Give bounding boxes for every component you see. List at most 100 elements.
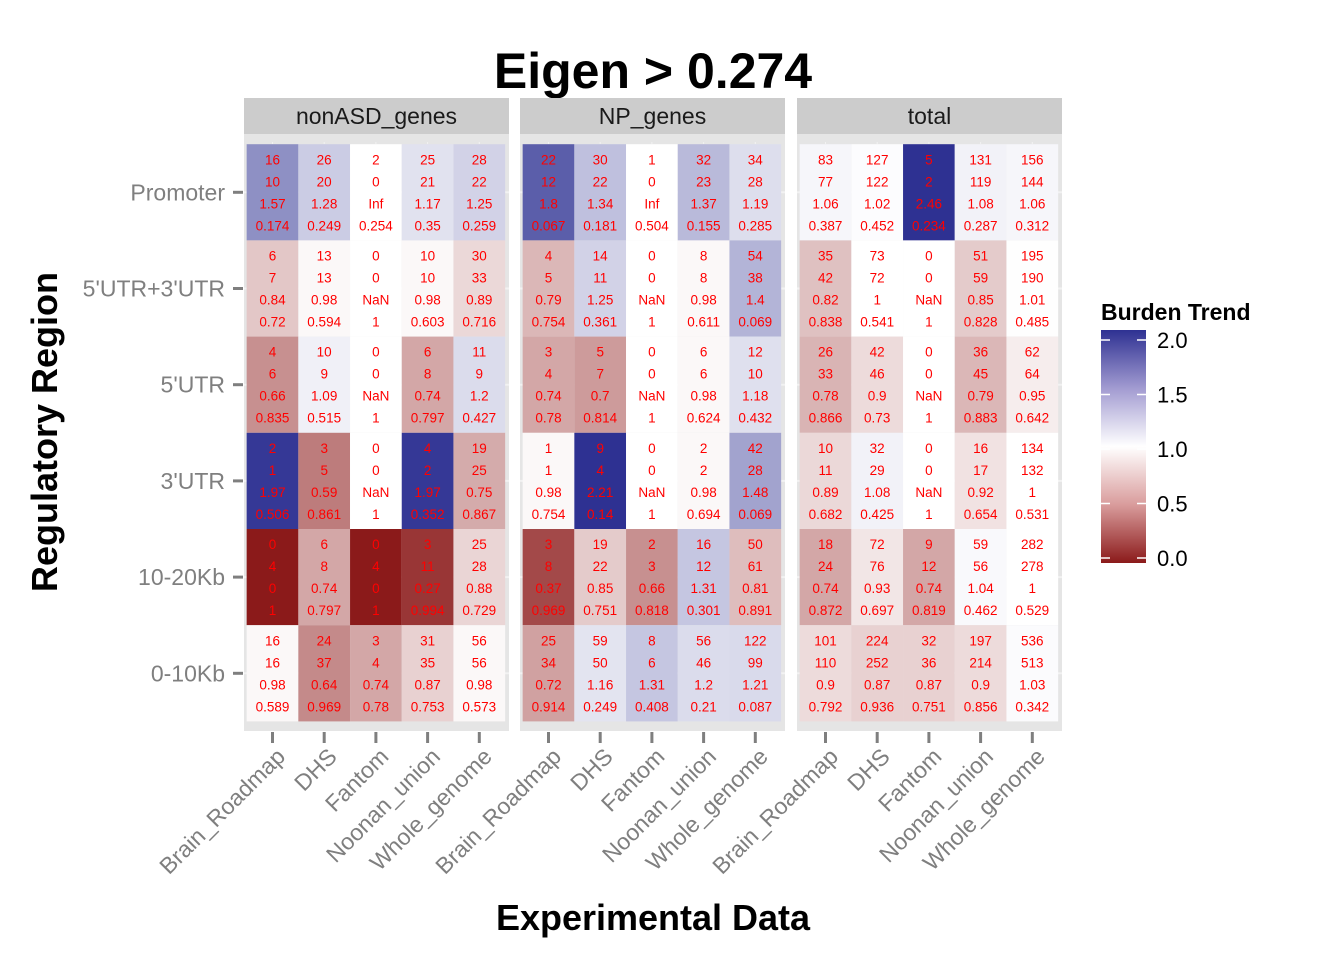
cell-label: 156 [1021,152,1044,167]
cell-label: 0.98 [535,485,561,500]
cell-label: 8 [320,559,328,574]
y-tick-label: 10-20Kb [138,564,225,590]
cell-label: 42 [870,345,885,360]
cell-label: 50 [593,655,608,670]
cell-label: 1.02 [864,196,890,211]
cell-label: 3 [320,441,328,456]
cell-label: 1.31 [690,581,716,596]
heatmap-cell-fill [1006,529,1059,626]
cell-label: 0.234 [912,218,946,233]
cell-label: 19 [472,441,487,456]
cell-label: 0.155 [687,218,721,233]
cell-label: 0.754 [532,507,566,522]
cell-label: 12 [748,345,763,360]
cell-label: 0.74 [363,677,390,692]
heatmap-cell-fill [677,336,730,433]
cell-label: 6 [269,367,277,382]
cell-label: 1.21 [742,677,768,692]
cell-label: 6 [424,345,432,360]
cell-label: 1.09 [311,389,337,404]
cell-label: 62 [1025,345,1040,360]
heatmap-cell: 13 13 0.98 0.594 [298,240,351,337]
heatmap-cell: 156 144 1.06 0.312 [1006,144,1059,241]
cell-label: 6 [269,249,277,264]
cell-label: 33 [818,367,833,382]
cell-label: 1.03 [1019,677,1045,692]
cell-label: 0.89 [466,293,492,308]
heatmap-cell-fill [799,432,852,529]
heatmap-cell: 72 76 0.93 0.697 [851,529,904,626]
cell-label: 0.98 [466,677,492,692]
cell-label: 101 [814,633,837,648]
cell-label: 46 [870,367,885,382]
heatmap-cell: 1 1 0.98 0.754 [522,432,575,529]
cell-label: 72 [870,537,885,552]
cell-label: 0.78 [535,411,561,426]
cell-label: 1 [372,315,380,330]
heatmap-cell-fill [453,529,506,626]
cell-label: 1.2 [470,389,489,404]
facet-strip-label: total [908,103,951,129]
heatmap-cell-fill [851,529,904,626]
cell-label: 0.654 [964,507,998,522]
cell-label: 0.74 [812,581,839,596]
x-tick-label: Brain_Roadmap [430,743,566,879]
cell-label: 0.506 [256,507,290,522]
cell-label: 22 [593,174,608,189]
heatmap-cell-fill [729,625,782,722]
heatmap-cell: 5 7 0.7 0.814 [574,336,627,433]
cell-label: 0.716 [462,315,496,330]
cell-label: 0.66 [259,389,285,404]
cell-label: 20 [317,174,332,189]
cell-label: 42 [748,441,763,456]
facet-np-genes: NP_genes22121.80.06730221.340.18110Inf0.… [520,98,785,731]
cell-label: 1.34 [587,196,614,211]
cell-label: 0.891 [738,603,772,618]
heatmap-cell-fill [903,625,955,722]
cell-label: 36 [921,655,936,670]
heatmap-cell: 0 0 NaN 1 [350,432,402,529]
cell-label: 24 [818,559,834,574]
heatmap-cell-fill [298,240,351,337]
heatmap-cell: 4 5 0.79 0.754 [522,240,575,337]
cell-label: 59 [973,537,988,552]
cell-label: 0.98 [690,485,716,500]
cell-label: 122 [744,633,767,648]
cell-label: 4 [372,655,380,670]
cell-label: 0.969 [307,699,341,714]
cell-label: 214 [969,655,992,670]
cell-label: 1.97 [414,485,440,500]
heatmap-cell: 9 4 2.21 0.14 [574,432,627,529]
cell-label: 31 [420,633,435,648]
y-axis-title: Regulatory Region [24,272,65,592]
heatmap-cell-fill [729,336,782,433]
cell-label: 1 [648,411,656,426]
heatmap-cell-fill [574,336,627,433]
cell-label: 1.19 [742,196,768,211]
cell-label: 0.452 [860,218,894,233]
cell-label: NaN [362,293,389,308]
cell-label: 28 [748,174,763,189]
cell-label: 0.9 [816,677,835,692]
cell-label: 1.08 [864,485,890,500]
heatmap-cell-fill [626,336,678,433]
cell-label: 1.04 [967,581,994,596]
cell-label: 0.361 [583,315,617,330]
heatmap-cell: 0 4 0 1 [246,529,299,626]
cell-label: 0.98 [414,293,440,308]
cell-label: 0.866 [809,411,843,426]
cell-label: 0.751 [912,699,946,714]
x-tick-label: Brain_Roadmap [154,743,290,879]
heatmap-cell: 26 20 1.28 0.249 [298,144,351,241]
cell-label: 0.85 [587,581,613,596]
cell-label: 9 [925,537,933,552]
heatmap-cell-fill [453,432,506,529]
cell-label: 0.994 [411,603,445,618]
heatmap-cell-fill [574,625,627,722]
cell-label: 51 [973,249,988,264]
cell-label: 0.87 [864,677,890,692]
cell-label: 34 [748,152,764,167]
heatmap-cell-fill [729,529,782,626]
heatmap-cell: 131 119 1.08 0.287 [954,144,1007,241]
cell-label: 0.79 [535,293,561,308]
